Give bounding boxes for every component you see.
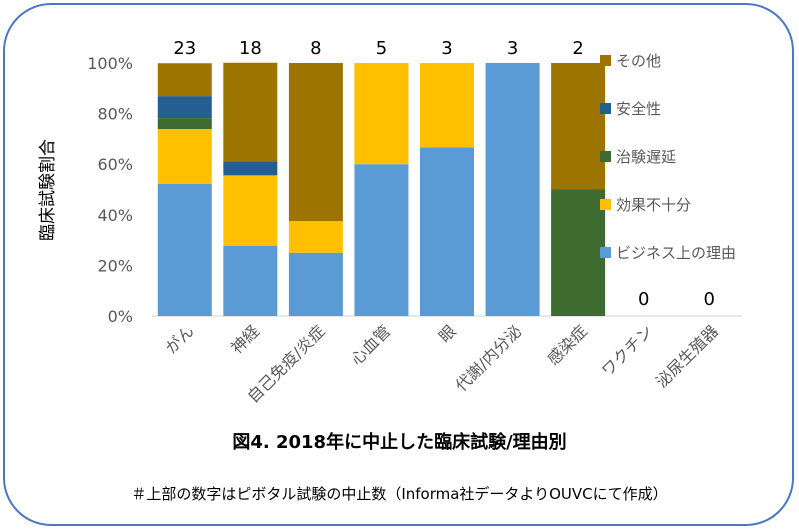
source-note: ＃上部の数字はピボタル試験の中止数（Informa社データよりOUVCにて作成）	[131, 485, 668, 503]
count-label: 2	[572, 38, 583, 59]
bar-segment	[288, 63, 343, 222]
legend-swatch	[600, 55, 611, 66]
bar-segment	[288, 252, 343, 316]
x-tick-label: 神経	[227, 321, 263, 357]
y-tick-labels: 0% 20% 40% 60% 80% 100%	[87, 54, 133, 326]
bar-segment	[420, 63, 474, 148]
legend-label: ビジネス上の理由	[616, 244, 736, 262]
count-label: 0	[703, 289, 714, 310]
count-label: 0	[638, 289, 649, 310]
x-tick-label: がん	[162, 321, 198, 357]
bar-segment	[551, 63, 606, 190]
bar-segment	[157, 63, 212, 97]
y-tick-label: 20%	[97, 256, 133, 275]
y-tick-label: 0%	[108, 307, 133, 326]
bar-segment	[157, 183, 212, 316]
legend-swatch	[600, 199, 611, 210]
x-tick-label: 代謝/内分泌	[452, 321, 526, 395]
y-tick-label: 80%	[97, 105, 133, 124]
bar-segment	[354, 164, 409, 316]
x-tick-label: 眼	[435, 321, 460, 346]
legend-label: 治験遅延	[616, 148, 676, 166]
bars	[157, 62, 606, 316]
legend-label: 効果不十分	[616, 196, 691, 214]
count-label: 3	[507, 38, 518, 59]
y-tick-label: 40%	[97, 206, 133, 225]
legend-swatch	[600, 103, 611, 114]
y-tick-label: 100%	[87, 54, 133, 73]
bar-segment	[157, 96, 212, 119]
x-tick-label: 感染症	[544, 321, 591, 368]
count-label: 18	[239, 38, 262, 59]
bar-segment	[485, 63, 540, 316]
bar-segment	[288, 221, 343, 253]
figure-caption: 図4. 2018年に中止した臨床試験/理由別	[232, 432, 567, 453]
bar-segment	[223, 161, 278, 176]
bar-segment	[354, 63, 409, 165]
legend-label: その他	[616, 52, 661, 70]
x-tick-label: 泌尿生殖器	[652, 321, 722, 391]
count-label: 23	[173, 38, 196, 59]
count-labels: 23 18 8 5 3 3 2 0 0	[173, 38, 715, 310]
count-label: 5	[376, 38, 387, 59]
x-tick-label: ワクチン	[598, 321, 657, 380]
count-label: 3	[441, 38, 452, 59]
count-label: 8	[310, 38, 321, 59]
bar-segment	[223, 175, 278, 246]
legend-swatch	[600, 151, 611, 162]
x-tick-label: 心血管	[347, 321, 394, 368]
bar-segment	[551, 189, 606, 316]
bar-segment	[157, 129, 212, 184]
bar-segment	[157, 118, 212, 130]
y-axis-title: 臨床試験割合	[38, 139, 58, 241]
bar-segment	[223, 62, 278, 162]
legend-swatch	[600, 247, 611, 258]
bar-segment	[223, 245, 278, 316]
bar-segment	[420, 147, 474, 316]
y-tick-label: 60%	[97, 155, 133, 174]
legend-label: 安全性	[616, 100, 661, 118]
